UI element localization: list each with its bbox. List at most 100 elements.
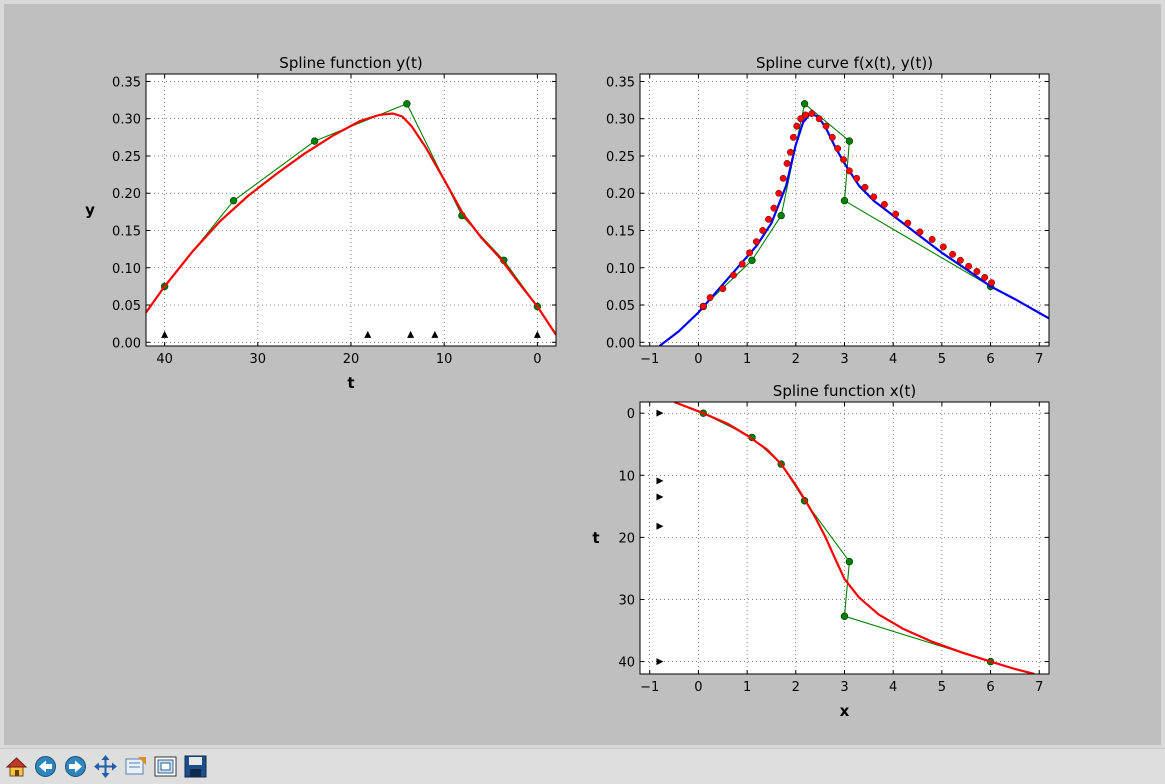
save-button[interactable] <box>182 753 209 780</box>
spline-line <box>673 402 1035 674</box>
home-button[interactable] <box>3 753 30 780</box>
y-tick-label: 0.35 <box>606 75 635 90</box>
y-tick-label: 0.10 <box>112 262 141 277</box>
y-tick-label: 0.10 <box>606 262 635 277</box>
y-tick-label: 30 <box>618 593 635 608</box>
control-point <box>748 256 756 265</box>
control-point <box>845 557 854 566</box>
x-tick-label: 5 <box>938 680 946 695</box>
figure-canvas[interactable]: 40 30 20 10 0 0.00 0.05 0.10 0.15 0.20 0.25 0.30 0.3… <box>4 4 1161 745</box>
arrow-right-icon <box>65 756 86 777</box>
sample-point <box>973 268 981 275</box>
knot-marker <box>656 409 664 417</box>
x-tick-label: 3 <box>840 680 848 695</box>
y-tick-label: 0.00 <box>112 336 141 351</box>
y-tick-label: 0.25 <box>112 150 141 165</box>
sample-point <box>840 156 847 164</box>
x-tick-label: −1 <box>640 680 659 695</box>
sample-point <box>892 210 900 218</box>
sample-point <box>793 122 801 130</box>
configure-subplots-icon <box>154 756 177 777</box>
knot-marker <box>431 330 439 338</box>
y-tick-label: 0.00 <box>606 336 635 351</box>
sample-point <box>861 183 869 191</box>
sample-point <box>779 174 787 182</box>
zoom-button[interactable] <box>122 753 149 780</box>
x-tick-label: 20 <box>343 352 360 367</box>
y-tick-label: 0 <box>627 407 635 422</box>
chart-title: Spline curve f(x(t), y(t)) <box>756 54 933 72</box>
y-tick-label: 0.15 <box>606 224 635 239</box>
y-axis-label: t <box>592 529 599 547</box>
sample-point <box>988 279 995 287</box>
y-tick-label: 0.30 <box>606 113 635 128</box>
charts-svg: 40 30 20 10 0 0.00 0.05 0.10 0.15 0.20 0.25 0.30 0.3… <box>85 54 1050 720</box>
sample-point <box>981 273 989 281</box>
x-axis-label: t <box>347 374 354 392</box>
sample-point <box>783 159 791 167</box>
y-tick-label: 0.25 <box>606 150 635 165</box>
knot-marker <box>364 330 372 338</box>
sample-point <box>828 133 836 141</box>
y-tick-label: 0.05 <box>606 299 635 314</box>
control-point <box>840 196 849 205</box>
y-tick-label: 0.30 <box>112 113 141 128</box>
plot-series <box>146 100 556 338</box>
y-axis-label: y <box>85 201 95 219</box>
x-tick-label: 4 <box>889 680 897 695</box>
sample-point <box>770 204 778 212</box>
sample-point <box>802 111 809 119</box>
sample-point <box>853 174 861 182</box>
sample-point <box>822 122 830 130</box>
y-tick-label: 0.20 <box>606 187 635 202</box>
move-arrows-icon <box>94 755 117 778</box>
y-tick-label: 10 <box>618 469 635 484</box>
y-tick-label: 0.15 <box>112 224 141 239</box>
control-point <box>845 137 854 145</box>
x-axis-label: x <box>840 702 850 720</box>
x-tick-label: 2 <box>792 352 800 367</box>
chart-1: 40 30 20 10 0 0.00 0.05 0.10 0.15 0.20 0.25 0.30 0.3… <box>85 54 557 392</box>
chart-2: −1 0 1 2 3 4 5 6 7 0.00 0.05 0.10 0.15 0.20 0.25 0.30 0.… <box>606 54 1050 367</box>
x-tick-label: 7 <box>1035 680 1043 695</box>
sample-point <box>765 215 772 223</box>
control-point <box>840 612 849 620</box>
sample-point <box>746 249 754 257</box>
sample-point <box>904 219 912 227</box>
x-tick-label: 6 <box>986 352 994 367</box>
plot-series <box>658 100 1049 346</box>
sample-point <box>738 260 746 268</box>
x-tick-label: 30 <box>250 352 267 367</box>
sample-point <box>939 243 947 251</box>
sample-point <box>870 193 878 201</box>
zoom-rect-icon <box>125 757 146 775</box>
y-tick-label: 0.35 <box>112 75 141 90</box>
sample-point <box>730 271 737 279</box>
pan-button[interactable] <box>92 753 119 780</box>
y-tick-label: 0.05 <box>112 299 141 314</box>
plot-series <box>656 402 1035 674</box>
sample-point <box>699 303 707 310</box>
sample-point <box>706 294 714 302</box>
chart-title: Spline function x(t) <box>773 382 916 400</box>
sample-point <box>834 145 842 152</box>
x-tick-label: 2 <box>792 680 800 695</box>
subplots-button[interactable] <box>152 753 179 780</box>
forward-button[interactable] <box>62 753 89 780</box>
x-tick-label: −1 <box>640 352 659 367</box>
knot-marker <box>656 658 664 666</box>
sample-point <box>949 250 957 258</box>
sample-point <box>965 262 973 270</box>
sample-point <box>815 115 823 123</box>
sample-point <box>880 200 888 208</box>
arrow-left-icon <box>35 756 56 777</box>
floppy-disk-icon <box>184 755 207 778</box>
sample-point <box>789 133 797 141</box>
x-tick-label: 1 <box>743 680 751 695</box>
x-tick-label: 10 <box>436 352 453 367</box>
back-button[interactable] <box>32 753 59 780</box>
spline-line <box>146 112 556 336</box>
knot-marker <box>161 330 169 338</box>
y-tick-label: 40 <box>618 656 635 671</box>
sample-point <box>719 285 727 293</box>
